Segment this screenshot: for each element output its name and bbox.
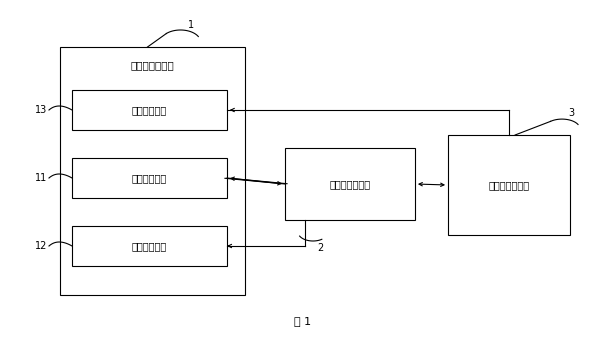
Bar bbox=[448, 135, 570, 235]
Bar bbox=[72, 158, 227, 198]
Text: 11: 11 bbox=[34, 173, 47, 183]
Text: 1: 1 bbox=[188, 20, 194, 30]
Text: 13: 13 bbox=[34, 105, 47, 115]
Text: 监控中心管理机: 监控中心管理机 bbox=[488, 180, 529, 190]
Text: 视频采集模块: 视频采集模块 bbox=[132, 173, 167, 183]
Text: 3: 3 bbox=[568, 108, 574, 118]
Text: 图 1: 图 1 bbox=[294, 316, 311, 326]
Text: 12: 12 bbox=[34, 241, 47, 251]
Text: 2: 2 bbox=[317, 243, 323, 253]
Text: 智能视分析装置: 智能视分析装置 bbox=[330, 179, 370, 189]
Bar bbox=[72, 90, 227, 130]
Text: 监控及现场装置: 监控及现场装置 bbox=[131, 60, 174, 70]
Bar bbox=[60, 47, 245, 295]
Bar bbox=[72, 226, 227, 266]
Text: 告警接收模块: 告警接收模块 bbox=[132, 241, 167, 251]
Bar bbox=[285, 148, 415, 220]
Text: 动态显示模块: 动态显示模块 bbox=[132, 105, 167, 115]
